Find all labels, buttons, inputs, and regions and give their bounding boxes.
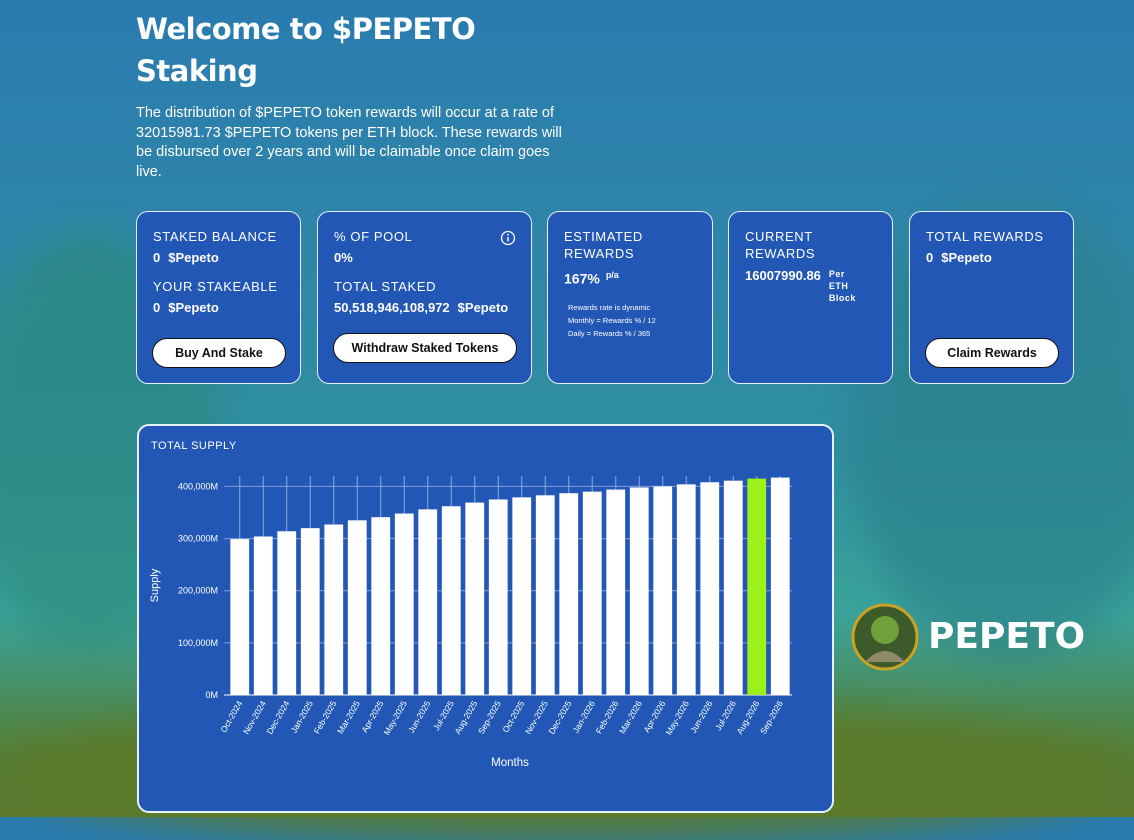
x-tick-label: May-2026 [663,699,691,737]
card-label: CURRENT REWARDS [745,229,816,261]
bar [324,524,344,695]
notes: Rewards rate is dynamic Monthly = Reward… [564,301,696,340]
value: 16007990.86 [745,268,821,283]
x-tick-label: Jun-2025 [406,699,433,735]
x-tick-label: Oct-2025 [500,699,526,735]
card-value: 0 $Pepeto [926,250,1057,265]
chart: TOTAL SUPPLY Supply Months 0M 100,000M 200,00… [149,440,792,769]
card-label: TOTAL STAKED [334,279,437,294]
logo-text: PEPETO [928,616,1085,657]
bar [559,493,579,695]
x-tick-label: Jan-2025 [289,699,316,735]
y-tick-label: 200,000M [178,586,218,596]
chart-title: TOTAL SUPPLY [151,440,237,452]
card-label: ESTIMATED REWARDS [564,229,643,261]
card-value: 167% p/a [564,270,696,287]
note: Monthly = Rewards % / 12 [568,315,656,325]
x-tick-label: Sep-2026 [758,699,785,736]
unit: Per ETH Block [828,269,856,303]
button[interactable]: Claim Rewards [925,338,1059,368]
page-title: Welcome to $PEPETO Staking [136,12,476,88]
unit: $Pepeto [941,250,992,265]
card: % OF POOL 0% TOTAL STAKED 50,518,946,108… [317,211,532,384]
value: 50,518,946,108,972 [334,300,450,315]
card-label: TOTAL REWARDS [926,229,1044,244]
x-tick-label: Jul-2025 [431,699,456,732]
note: Rewards rate is dynamic [568,302,651,312]
bar [747,478,767,695]
x-tick-label: Dec-2024 [264,699,291,736]
unit: $Pepeto [168,300,219,315]
y-tick-label: 100,000M [178,638,218,648]
card-label: % OF POOL [334,229,413,244]
x-tick-label: Mar-2025 [335,699,362,736]
x-tick-label: Oct-2024 [218,699,244,735]
card-label: STAKED BALANCE [153,229,277,244]
bar [371,517,391,695]
x-tick-label: Apr-2026 [641,699,667,735]
x-tick-label: Dec-2025 [546,699,573,736]
x-tick-label: Jun-2026 [688,699,715,735]
bar [676,484,696,695]
y-tick-label: 0M [205,690,218,700]
bar [770,477,790,695]
card-value: 0% [334,250,353,265]
card: STAKED BALANCE 0 $Pepeto YOUR STAKEABLE 0… [136,211,301,384]
card-value: 50,518,946,108,972 $Pepeto [334,300,515,315]
bar [512,497,532,695]
unit: $Pepeto [457,300,509,315]
bar [394,513,414,695]
bar [347,520,367,695]
y-tick-label: 300,000M [178,534,218,544]
bar [653,486,673,695]
value: 0 [153,250,161,265]
x-axis-label: Months [491,757,529,769]
card-value: 16007990.86 Per ETH Block [745,268,876,304]
bar [606,489,626,695]
bar [441,506,461,695]
x-tick-label: Apr-2025 [359,699,385,735]
bar [723,480,743,695]
bar [418,509,438,695]
button[interactable]: Buy And Stake [152,338,286,368]
value: 0 [926,250,934,265]
bar [465,502,485,695]
card: ESTIMATED REWARDS 167% p/a Rewards rate i… [547,211,713,384]
bar [300,528,320,695]
card-value: 0 $Pepeto [153,300,284,315]
card-value: 0 $Pepeto [153,250,284,265]
bar [277,531,297,695]
x-tick-label: Jan-2026 [571,699,598,735]
y-axis-label: Supply [149,568,161,602]
bar [488,499,508,695]
y-tick-label: 400,000M [178,481,218,491]
note: Daily = Rewards % / 365 [568,328,651,338]
info-icon[interactable] [500,230,516,246]
bar [230,539,250,695]
bar [700,482,720,695]
value: 0 [153,300,161,315]
bar [253,536,273,695]
button[interactable]: Withdraw Staked Tokens [333,333,517,363]
x-tick-label: Mar-2026 [617,699,644,736]
chart-panel: TOTAL SUPPLY Supply Months 0M 100,000M 200,00… [137,424,834,813]
bar [629,487,649,695]
x-tick-label: Jul-2026 [713,699,738,732]
card: CURRENT REWARDS 16007990.86 Per ETH Block [728,211,893,384]
bar [582,491,602,695]
bar [535,495,555,695]
x-tick-label: May-2025 [381,699,409,737]
x-tick-label: Sep-2025 [476,699,503,736]
card-label: YOUR STAKEABLE [153,279,278,294]
logo: PEPETO [851,603,1085,671]
card: TOTAL REWARDS 0 $Pepeto Claim Rewards [909,211,1074,384]
unit: p/a [605,270,619,280]
unit: $Pepeto [168,250,219,265]
description: The distribution of $PEPETO token reward… [136,105,562,180]
value: 167% [564,270,600,287]
